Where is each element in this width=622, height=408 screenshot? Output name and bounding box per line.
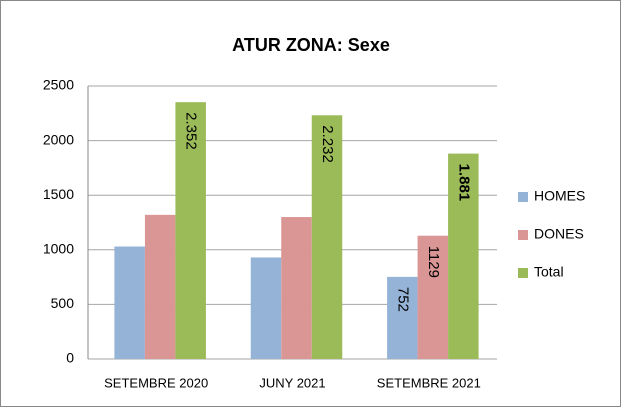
bar bbox=[311, 115, 343, 360]
bar bbox=[387, 276, 418, 359]
y-tick-label: 2000 bbox=[43, 131, 74, 147]
chart-title: ATUR ZONA: Sexe bbox=[232, 35, 390, 55]
y-tick-label: 2500 bbox=[43, 77, 74, 93]
bar bbox=[281, 217, 312, 359]
y-tick-label: 500 bbox=[51, 295, 75, 311]
bar bbox=[144, 214, 176, 359]
legend-label: Total bbox=[534, 264, 564, 280]
data-label: 752 bbox=[394, 287, 411, 312]
bar bbox=[114, 246, 145, 359]
data-label: 1129 bbox=[425, 246, 442, 278]
x-tick-label: SETEMBRE 2020 bbox=[104, 375, 208, 390]
x-tick-label: SETEMBRE 2021 bbox=[377, 375, 481, 390]
data-label: 2.352 bbox=[183, 112, 200, 150]
legend-swatch bbox=[518, 192, 528, 202]
y-tick-label: 1500 bbox=[43, 186, 74, 202]
data-label: 2.232 bbox=[319, 125, 336, 163]
bar bbox=[250, 257, 282, 359]
y-tick-label: 0 bbox=[66, 350, 74, 366]
y-tick-label: 1000 bbox=[43, 241, 74, 257]
legend-label: HOMES bbox=[534, 188, 585, 204]
bar bbox=[448, 153, 479, 359]
x-tick-label: JUNY 2021 bbox=[259, 375, 325, 390]
legend-label: DONES bbox=[534, 226, 584, 242]
legend-swatch bbox=[518, 230, 528, 240]
legend-swatch bbox=[518, 268, 528, 278]
bar bbox=[417, 235, 449, 359]
data-label: 1.881 bbox=[455, 164, 472, 202]
bar bbox=[175, 102, 206, 360]
